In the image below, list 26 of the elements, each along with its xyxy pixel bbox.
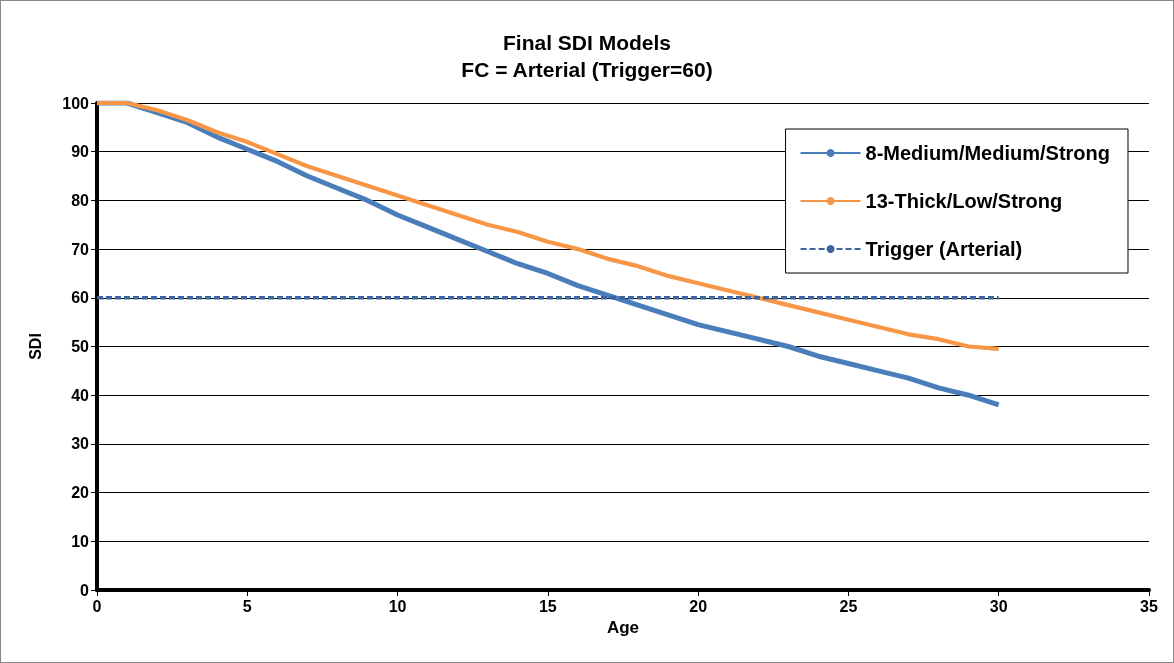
x-tick-label: 10	[388, 597, 407, 615]
y-tick-label: 20	[71, 484, 90, 502]
x-tick-label: 30	[989, 597, 1008, 615]
legend-label: Trigger (Arterial)	[865, 238, 1023, 260]
y-tick-label: 30	[71, 435, 90, 453]
y-axis-title: SDI	[26, 333, 44, 360]
chart-subtitle: FC = Arterial (Trigger=60)	[461, 58, 713, 81]
legend-label: 13-Thick/Low/Strong	[865, 190, 1063, 212]
y-tick-label: 90	[71, 143, 90, 161]
x-tick-label: 15	[538, 597, 557, 615]
y-tick-label: 100	[62, 94, 90, 112]
x-tick-label: 35	[1140, 597, 1158, 615]
x-tick-label: 20	[689, 597, 708, 615]
x-axis-title: Age	[606, 617, 640, 637]
x-tick-label: 0	[92, 597, 102, 615]
x-tick-label: 5	[242, 597, 252, 615]
legend-label: 8-Medium/Medium/Strong	[865, 142, 1111, 164]
y-tick-label: 50	[71, 338, 90, 355]
chart-title: Final SDI Models	[502, 31, 672, 54]
y-tick-label: 70	[71, 240, 90, 258]
y-tick-label: 10	[71, 532, 90, 550]
y-tick-label: 80	[71, 191, 90, 209]
x-tick-label: 25	[839, 597, 858, 615]
y-tick-label: 40	[71, 386, 90, 404]
y-tick-label: 0	[80, 581, 90, 599]
y-tick-label: 60	[71, 289, 90, 307]
